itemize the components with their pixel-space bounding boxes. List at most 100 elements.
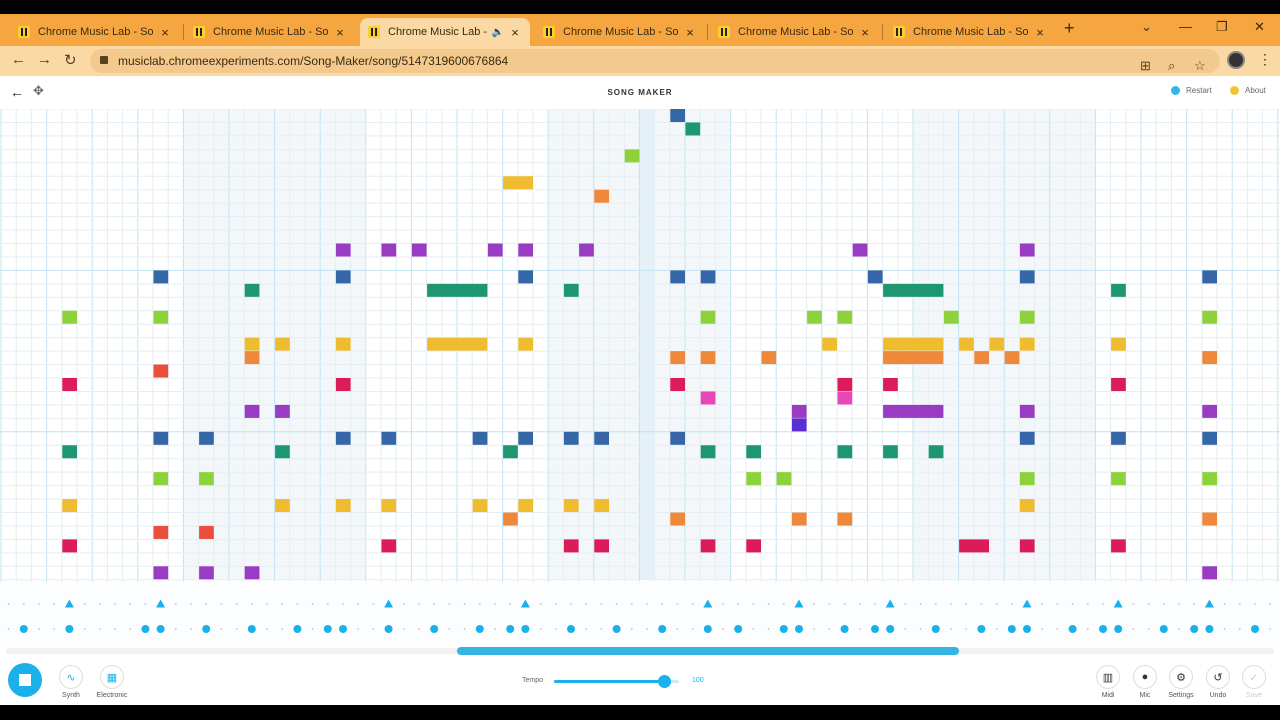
note-block[interactable] xyxy=(579,243,594,257)
save-button[interactable]: ✓ Save xyxy=(1232,665,1276,699)
percussion-circle[interactable] xyxy=(339,625,347,633)
note-block[interactable] xyxy=(503,176,533,190)
close-tab-icon[interactable]: × xyxy=(686,24,694,40)
minimize-icon[interactable]: — xyxy=(1179,19,1192,34)
note-block[interactable] xyxy=(807,310,822,324)
note-block[interactable] xyxy=(153,310,169,324)
percussion-triangle[interactable] xyxy=(1204,599,1214,608)
note-block[interactable] xyxy=(1019,499,1035,513)
percussion-circle[interactable] xyxy=(658,625,667,633)
instrument-button[interactable]: ∿ Synth xyxy=(49,665,93,699)
percussion-circle[interactable] xyxy=(1099,625,1107,633)
song-grid[interactable] xyxy=(0,109,1280,642)
note-block[interactable] xyxy=(335,337,351,351)
percussion-triangle[interactable] xyxy=(1022,599,1032,608)
note-block[interactable] xyxy=(275,404,290,418)
note-block[interactable] xyxy=(989,337,1005,351)
note-block[interactable] xyxy=(1019,337,1035,351)
note-block[interactable] xyxy=(381,499,397,513)
percussion-circle[interactable] xyxy=(384,625,393,633)
note-block[interactable] xyxy=(244,566,260,580)
note-block[interactable] xyxy=(62,445,77,459)
note-block[interactable] xyxy=(670,378,685,391)
note-block[interactable] xyxy=(199,525,214,539)
percussion-circle[interactable] xyxy=(871,625,879,633)
percussion-circle[interactable] xyxy=(886,625,895,633)
close-tab-icon[interactable]: × xyxy=(511,24,519,40)
percussion-circle[interactable] xyxy=(779,625,788,633)
note-block[interactable] xyxy=(1019,243,1035,257)
note-block[interactable] xyxy=(244,351,260,365)
note-block[interactable] xyxy=(411,243,427,257)
note-block[interactable] xyxy=(1004,351,1020,365)
tempo-slider[interactable] xyxy=(554,675,679,688)
percussion-triangle[interactable] xyxy=(384,599,394,608)
note-block[interactable] xyxy=(791,512,807,526)
settings-button[interactable]: ⚙ Settings xyxy=(1159,665,1203,699)
percussion-circle[interactable] xyxy=(293,625,302,633)
note-block[interactable] xyxy=(1202,431,1217,445)
note-block[interactable] xyxy=(563,539,579,553)
browser-tab[interactable]: Chrome Music Lab - Song × xyxy=(885,18,1055,46)
note-block[interactable] xyxy=(275,445,290,459)
note-block[interactable] xyxy=(1019,404,1035,418)
note-block[interactable] xyxy=(791,418,807,432)
percussion-triangle[interactable] xyxy=(520,599,530,608)
percussion-circle[interactable] xyxy=(1190,625,1199,633)
percussion-circle[interactable] xyxy=(1068,625,1077,633)
note-block[interactable] xyxy=(761,351,777,365)
percussion-triangle[interactable] xyxy=(703,599,713,608)
percussion-circle[interactable] xyxy=(475,625,484,633)
note-block[interactable] xyxy=(1019,472,1035,486)
note-block[interactable] xyxy=(153,525,169,539)
percussion-circle[interactable] xyxy=(1205,625,1214,633)
percussion-triangle[interactable] xyxy=(1113,599,1123,608)
percussion-circle[interactable] xyxy=(65,625,74,633)
note-block[interactable] xyxy=(275,337,290,351)
note-block[interactable] xyxy=(883,378,898,391)
note-block[interactable] xyxy=(472,431,488,445)
percussion-triangle[interactable] xyxy=(156,599,166,608)
note-block[interactable] xyxy=(746,539,761,553)
note-block[interactable] xyxy=(335,431,351,445)
note-block[interactable] xyxy=(837,310,853,324)
note-block[interactable] xyxy=(837,378,853,391)
note-block[interactable] xyxy=(518,499,533,513)
close-tab-icon[interactable]: × xyxy=(336,24,344,40)
note-block[interactable] xyxy=(563,283,579,297)
horizontal-scrollbar[interactable] xyxy=(457,647,959,655)
note-block[interactable] xyxy=(503,445,518,459)
note-block[interactable] xyxy=(1202,351,1217,365)
tab-search-icon[interactable]: ⌄ xyxy=(1141,19,1152,34)
note-block[interactable] xyxy=(837,445,853,459)
percussion-button[interactable]: ▦ Electronic xyxy=(90,665,134,699)
percussion-circle[interactable] xyxy=(506,625,515,633)
percussion-circle[interactable] xyxy=(703,625,712,633)
note-block[interactable] xyxy=(503,512,518,526)
note-block[interactable] xyxy=(244,404,260,418)
note-block[interactable] xyxy=(244,337,260,351)
note-block[interactable] xyxy=(335,243,351,257)
note-block[interactable] xyxy=(1111,337,1126,351)
percussion-circle[interactable] xyxy=(567,625,575,633)
note-block[interactable] xyxy=(518,270,533,284)
note-block[interactable] xyxy=(518,243,533,257)
note-block[interactable] xyxy=(867,270,883,284)
percussion-circle[interactable] xyxy=(840,625,849,633)
note-block[interactable] xyxy=(472,499,488,513)
percussion-circle[interactable] xyxy=(612,625,621,633)
note-block[interactable] xyxy=(837,391,853,405)
note-block[interactable] xyxy=(199,566,214,580)
restart-button[interactable]: Restart xyxy=(1171,86,1212,95)
note-block[interactable] xyxy=(1019,310,1035,324)
note-block[interactable] xyxy=(685,122,701,136)
note-block[interactable] xyxy=(670,270,685,284)
note-block[interactable] xyxy=(153,472,169,486)
note-block[interactable] xyxy=(883,351,944,365)
percussion-triangle[interactable] xyxy=(885,599,895,608)
note-block[interactable] xyxy=(624,149,640,163)
note-block[interactable] xyxy=(1019,270,1035,284)
note-block[interactable] xyxy=(335,499,351,513)
note-block[interactable] xyxy=(1111,283,1126,297)
lock-icon[interactable] xyxy=(100,56,108,64)
